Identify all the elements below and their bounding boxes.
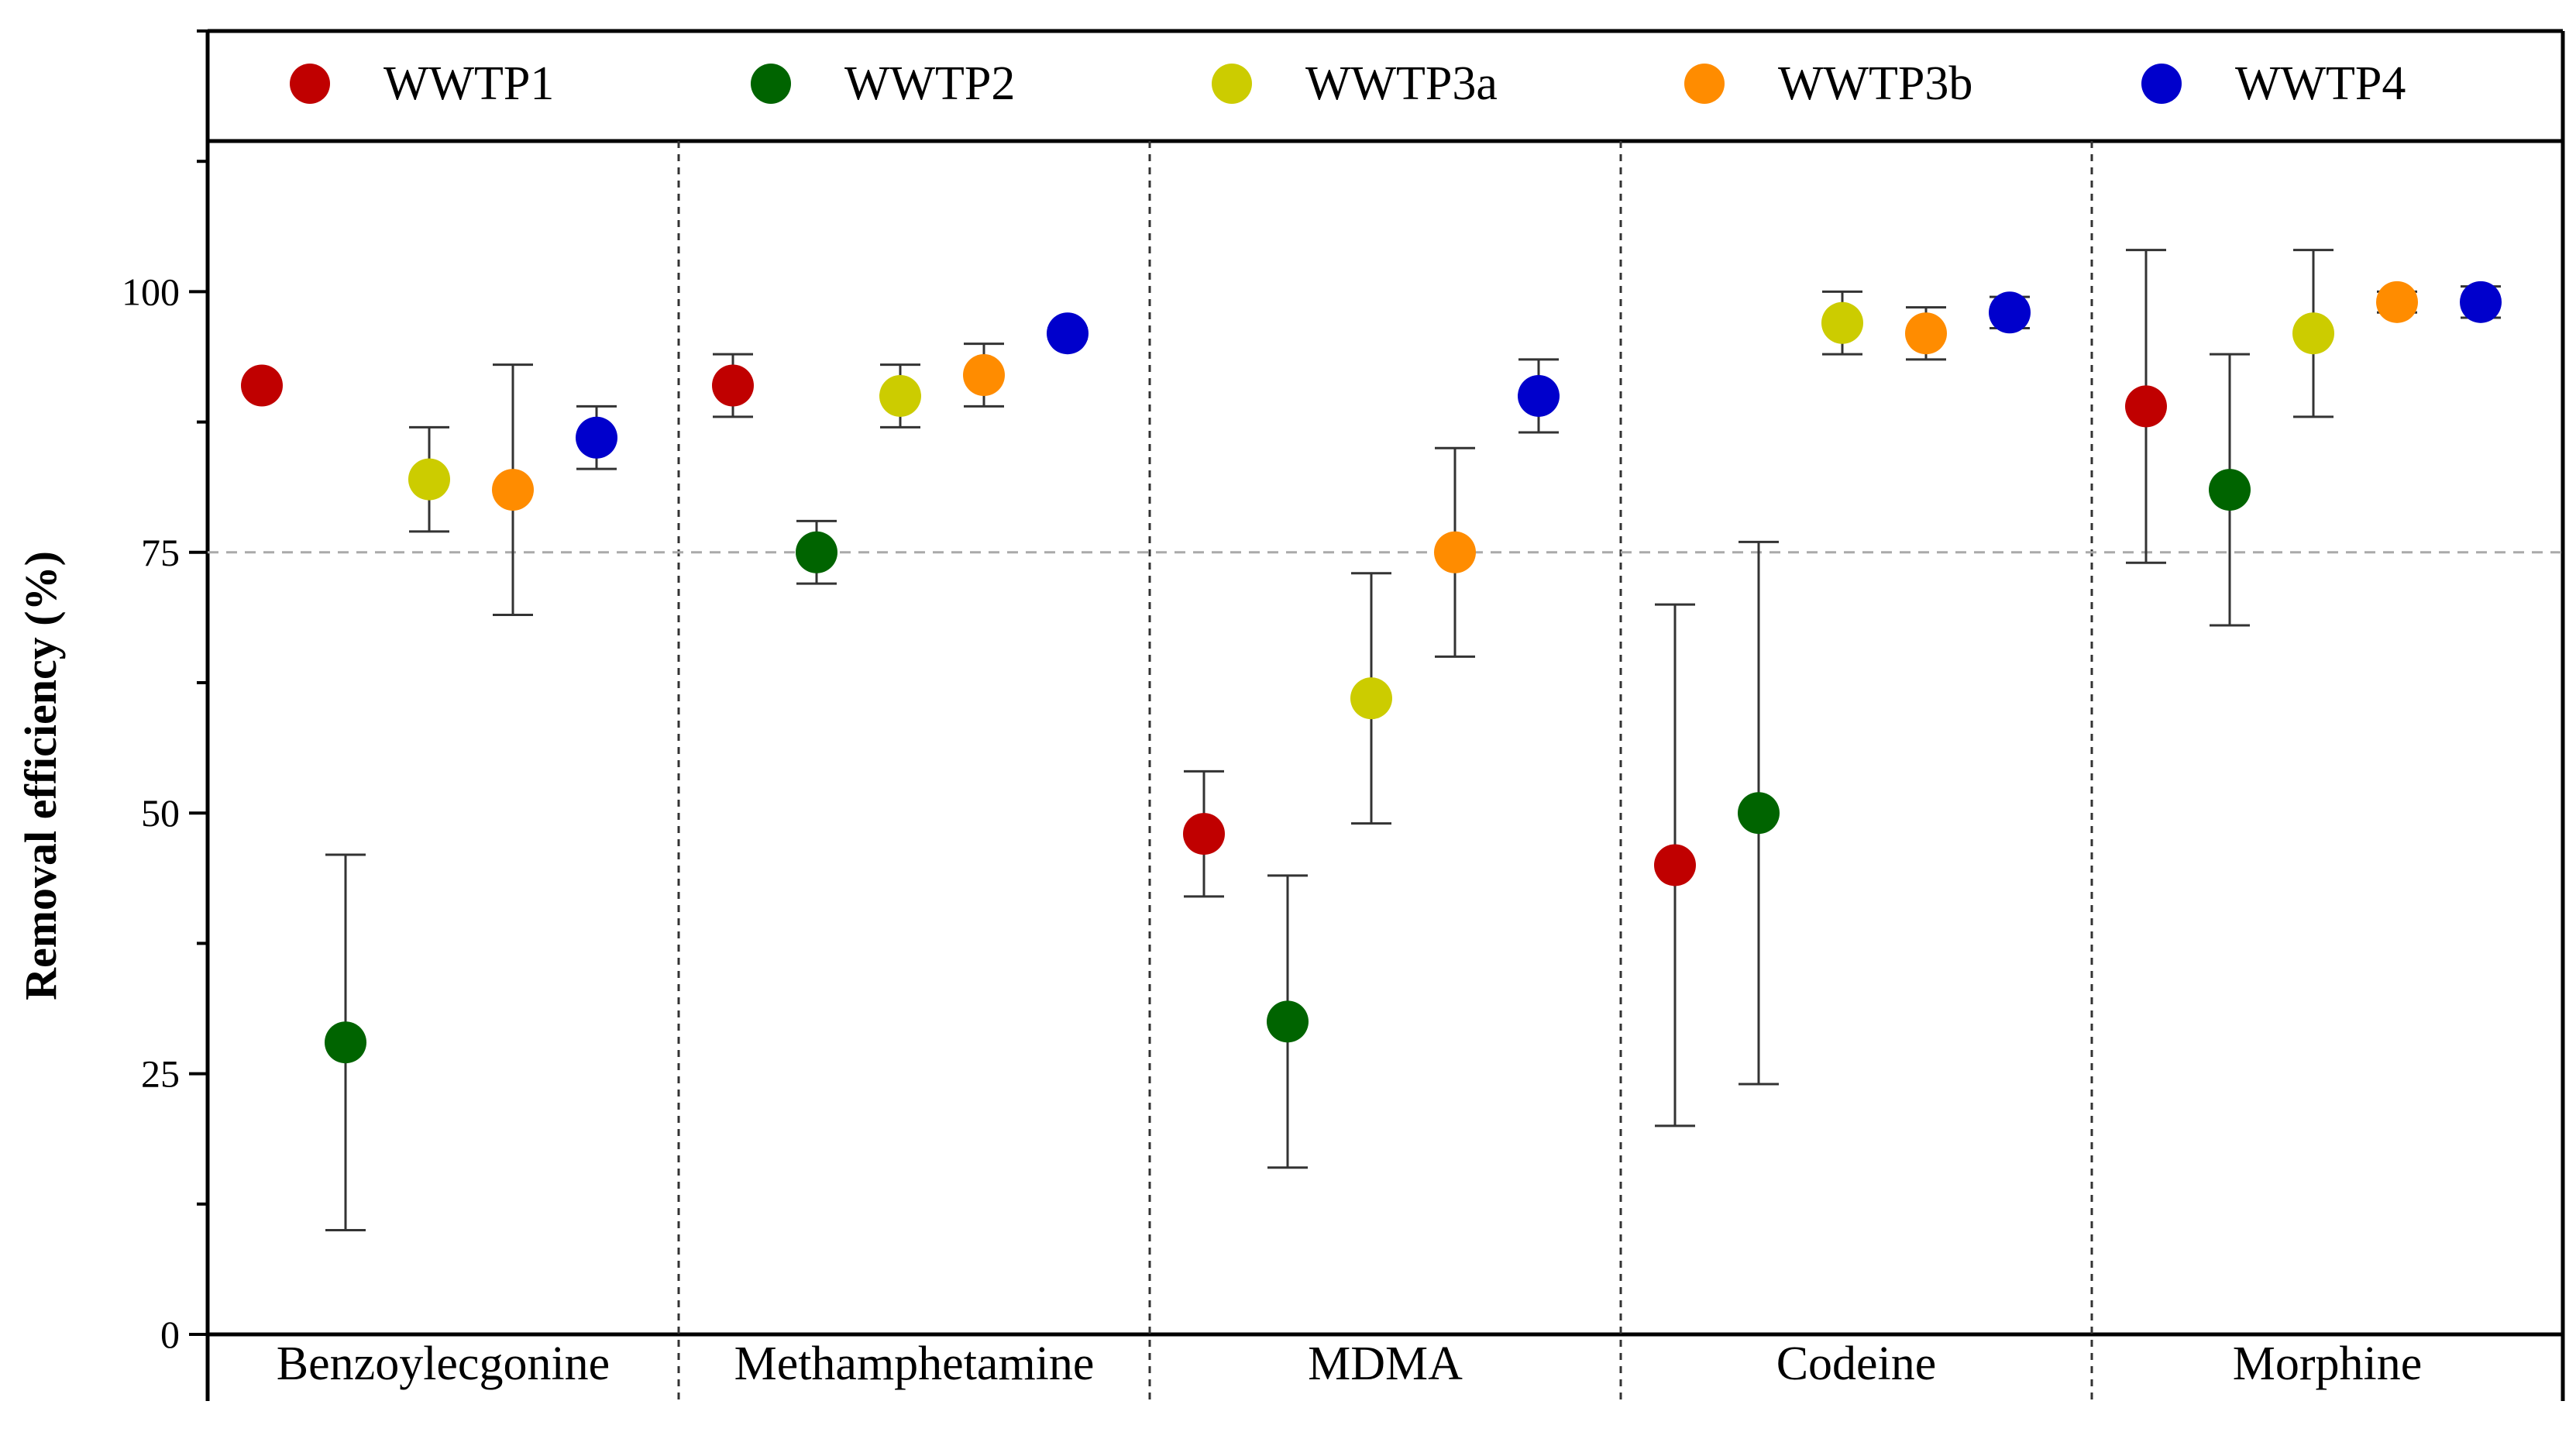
data-point	[1047, 312, 1089, 355]
data-point	[1518, 374, 1560, 417]
legend: WWTP1 WWTP2 WWTP3a WWTP3b WWTP4	[290, 57, 2406, 110]
y-tick-label: 100	[122, 270, 180, 313]
legend-marker	[751, 64, 791, 104]
y-tick-label: 0	[160, 1313, 180, 1356]
y-axis-label: Removal efficiency (%)	[15, 551, 66, 1000]
data-marks	[241, 249, 2502, 1231]
data-point	[241, 364, 283, 407]
legend-label: WWTP3b	[1778, 57, 1972, 110]
x-category-label: Codeine	[1776, 1337, 1937, 1390]
data-point	[1183, 813, 1225, 855]
data-point	[1654, 844, 1696, 886]
x-category-label: Morphine	[2233, 1337, 2423, 1390]
legend-marker	[1212, 64, 1252, 104]
legend-marker	[2141, 64, 2182, 104]
data-point	[712, 364, 754, 407]
data-point	[2376, 281, 2418, 323]
data-point	[576, 416, 617, 459]
y-axis: 0 25 50 75 100	[122, 29, 208, 1356]
data-point	[1821, 301, 1863, 344]
x-category-label: Methamphetamine	[734, 1337, 1095, 1390]
plot-frame	[205, 29, 2565, 1401]
data-point	[1905, 312, 1947, 355]
data-point	[1267, 1000, 1309, 1043]
data-point	[963, 354, 1005, 397]
y-tick-label: 25	[141, 1052, 180, 1096]
legend-label: WWTP2	[844, 57, 1015, 110]
data-point	[492, 469, 534, 511]
y-tick-label: 75	[141, 531, 180, 574]
data-point	[1434, 531, 1476, 573]
data-point	[1989, 291, 2031, 334]
data-point	[2209, 469, 2251, 511]
data-point	[2125, 385, 2167, 428]
data-point	[408, 458, 450, 501]
data-point	[796, 531, 837, 573]
legend-marker	[1684, 64, 1725, 104]
legend-marker	[290, 64, 330, 104]
data-point	[1350, 677, 1392, 720]
data-point	[2460, 281, 2502, 323]
legend-label: WWTP1	[383, 57, 554, 110]
y-tick-label: 50	[141, 791, 180, 835]
x-category-label: MDMA	[1308, 1337, 1463, 1390]
x-category-label: Benzoylecgonine	[277, 1337, 610, 1390]
data-point	[325, 1021, 366, 1064]
data-point	[879, 374, 921, 417]
data-point	[1738, 792, 1780, 835]
legend-label: WWTP3a	[1305, 57, 1498, 110]
x-axis: Benzoylecgonine Methamphetamine MDMA Codein…	[277, 1337, 2422, 1390]
legend-label: WWTP4	[2235, 57, 2406, 110]
data-point	[2292, 312, 2334, 355]
